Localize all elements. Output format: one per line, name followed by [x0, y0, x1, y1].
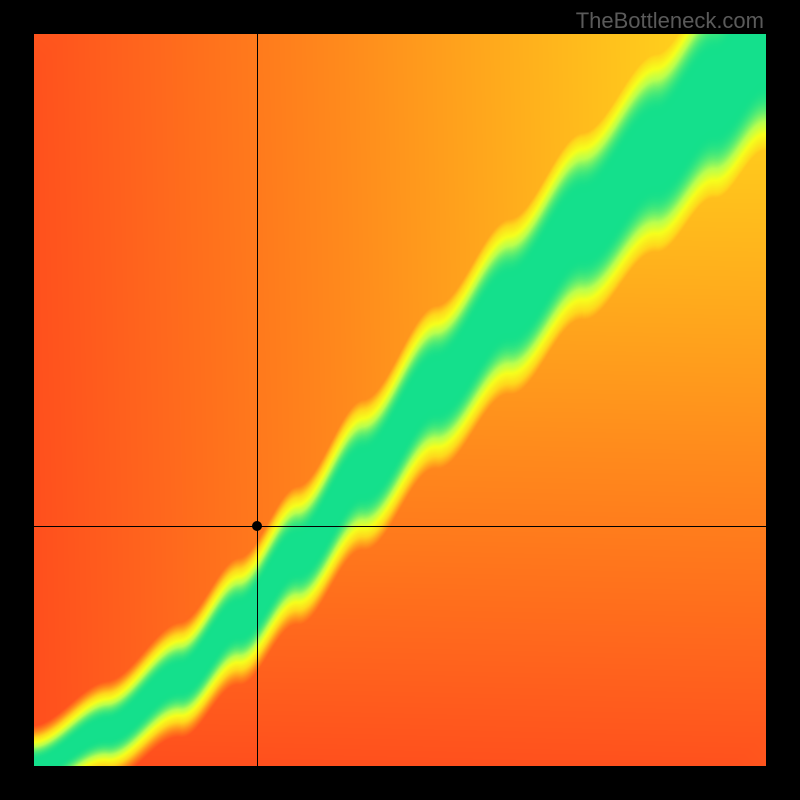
watermark-text: TheBottleneck.com: [576, 8, 764, 34]
crosshair-vertical: [257, 34, 258, 766]
crosshair-marker: [252, 521, 262, 531]
heatmap-plot: [34, 34, 766, 766]
heatmap-canvas: [34, 34, 766, 766]
crosshair-horizontal: [34, 526, 766, 527]
